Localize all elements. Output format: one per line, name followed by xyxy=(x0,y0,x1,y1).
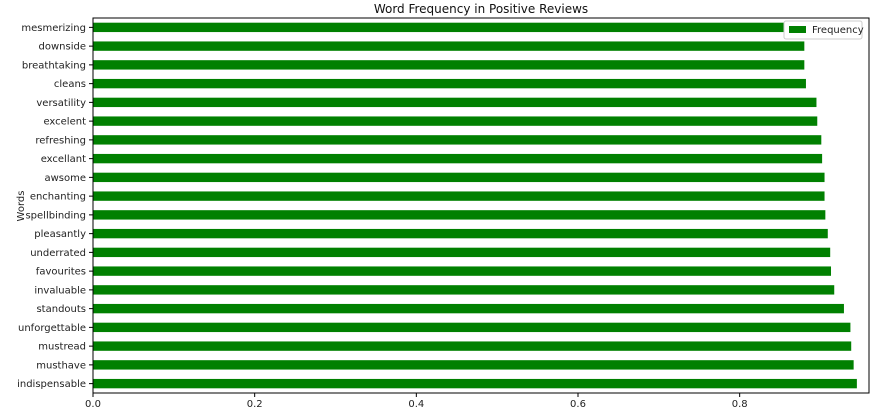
bar-pleasantly xyxy=(93,228,828,239)
bar-unforgettable xyxy=(93,322,851,333)
y-tick-label-pleasantly: pleasantly xyxy=(34,229,86,240)
legend-box xyxy=(783,20,863,40)
legend-swatch xyxy=(789,26,806,33)
y-axis-label: Words xyxy=(16,191,27,222)
bar-mustread xyxy=(93,341,852,351)
bar-enchanting xyxy=(93,191,825,201)
legend: Frequency xyxy=(783,20,864,40)
bar-cleans xyxy=(93,78,806,89)
y-tick-label-unforgettable: unforgettable xyxy=(18,323,86,334)
bar-refreshing xyxy=(93,135,822,145)
y-tick-label-awsome: awsome xyxy=(44,173,86,184)
y-tick-label-invaluable: invaluable xyxy=(34,285,86,296)
bar-underrated xyxy=(93,247,831,258)
y-tick-label-musthave: musthave xyxy=(36,360,86,371)
bar-invaluable xyxy=(93,285,835,295)
bar-mesmerizing xyxy=(93,22,804,33)
x-tick-label: 0.8 xyxy=(732,399,748,410)
bar-breathtaking xyxy=(93,60,805,70)
y-tick-label-excellant: excellant xyxy=(41,154,86,165)
bar-versatility xyxy=(93,97,817,108)
y-tick-label-downside: downside xyxy=(39,42,86,53)
bar-awsome xyxy=(93,172,825,183)
y-tick-label-cleans: cleans xyxy=(54,79,86,90)
y-tick-label-spellbinding: spellbinding xyxy=(25,210,86,221)
chart-title: Word Frequency in Positive Reviews xyxy=(374,2,588,16)
x-tick-label: 0.4 xyxy=(408,399,424,410)
bar-musthave xyxy=(93,360,854,370)
bars-group xyxy=(93,22,857,389)
bar-downside xyxy=(93,41,805,51)
y-tick-label-standouts: standouts xyxy=(36,304,86,315)
x-tick-label: 0.2 xyxy=(247,399,263,410)
bar-excelent xyxy=(93,116,818,126)
y-tick-label-underrated: underrated xyxy=(30,248,86,259)
x-tick-label: 0.0 xyxy=(85,399,101,410)
y-tick-label-refreshing: refreshing xyxy=(35,135,86,146)
bar-excellant xyxy=(93,153,823,164)
bar-standouts xyxy=(93,303,844,314)
y-tick-label-mesmerizing: mesmerizing xyxy=(21,23,86,34)
x-tick-label: 0.6 xyxy=(570,399,586,410)
legend-label: Frequency xyxy=(812,25,864,36)
y-tick-label-mustread: mustread xyxy=(38,342,86,353)
y-tick-label-enchanting: enchanting xyxy=(30,192,86,203)
y-tick-label-breathtaking: breathtaking xyxy=(22,60,86,71)
bar-indispensable xyxy=(93,378,857,389)
x-axis-ticks: 0.0 0.2 0.4 0.6 0.8 xyxy=(85,393,748,410)
y-tick-label-excelent: excelent xyxy=(43,117,86,128)
bar-spellbinding xyxy=(93,210,826,220)
plot-frame xyxy=(92,17,870,394)
y-tick-label-favourites: favourites xyxy=(36,267,86,278)
y-axis-ticks: indispensable musthave mustread unforgettab… xyxy=(17,23,93,390)
bar-favourites xyxy=(93,266,832,276)
y-tick-label-versatility: versatility xyxy=(36,98,86,109)
y-tick-label-indispensable: indispensable xyxy=(17,379,86,390)
